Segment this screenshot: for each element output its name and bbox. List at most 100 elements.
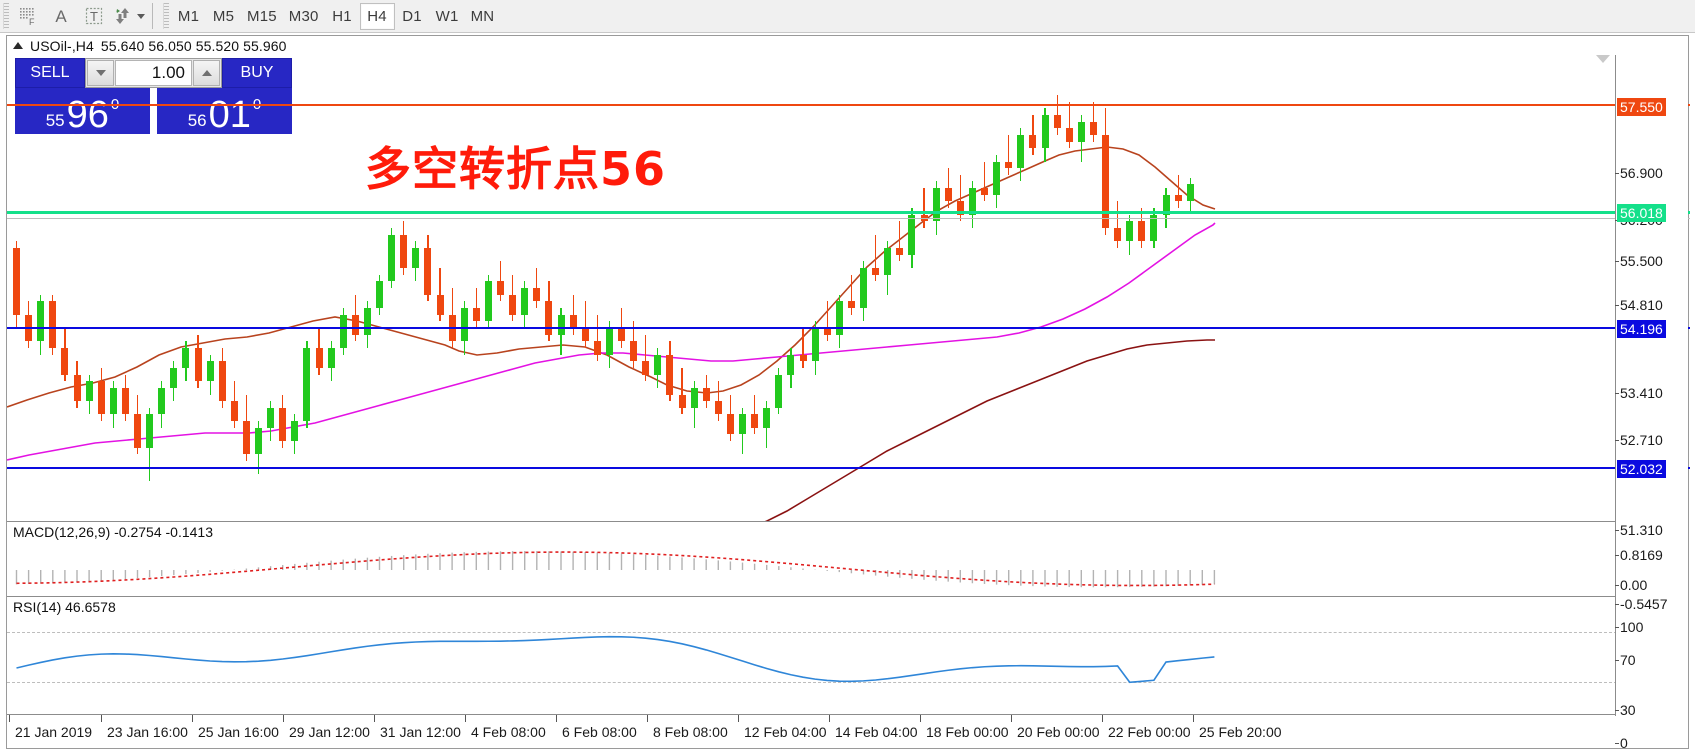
rsi-plot[interactable] (7, 597, 1617, 716)
volume-decrement-button[interactable] (87, 60, 114, 86)
candle-body (388, 234, 396, 282)
candle-body (194, 347, 202, 382)
one-click-trading-panel[interactable]: SELL 1.00 BUY 55 96 0 (15, 58, 292, 134)
candle-body (654, 354, 662, 375)
candle-body (666, 354, 674, 395)
candle-body (1126, 221, 1134, 242)
level-line-support-lower[interactable] (7, 467, 1690, 469)
chart-scroll-indicator-icon[interactable] (1596, 55, 1610, 63)
candle-body (726, 414, 734, 435)
text-box-t-icon[interactable]: T (77, 1, 110, 32)
chevron-down-icon (95, 70, 106, 76)
price-badge-support-lower: 52.032 (1617, 460, 1666, 478)
candle-body (872, 268, 880, 275)
time-tick: 21 Jan 2019 (8, 715, 93, 740)
arrows-shapes-icon[interactable] (110, 1, 136, 32)
candle-body (351, 314, 359, 335)
candle-body (799, 354, 807, 362)
sell-price-fraction: 0 (109, 97, 119, 132)
rsi-level-70 (7, 632, 1617, 633)
timeframe-h1[interactable]: H1 (332, 7, 352, 25)
buy-price-display[interactable]: 56 01 0 (157, 88, 292, 134)
candle-body (182, 347, 190, 368)
candle-body (569, 314, 577, 328)
price-pane[interactable]: 多空转折点56 (7, 55, 1690, 521)
shapes-dropdown-caret-icon[interactable] (137, 13, 145, 19)
candle-body (1162, 194, 1170, 215)
level-line-current-price[interactable] (7, 211, 1690, 214)
candle-body (763, 407, 771, 428)
macd-plot[interactable] (7, 522, 1617, 596)
volume-stepper[interactable]: 1.00 (85, 58, 222, 88)
candle-body (363, 307, 371, 335)
timeframe-grip[interactable] (163, 3, 169, 29)
time-tick: 4 Feb 08:00 (465, 715, 546, 740)
price-badge-resistance: 57.550 (1617, 98, 1666, 116)
candle-wick (923, 188, 925, 229)
rsi-label: RSI(14) 46.6578 (13, 599, 116, 615)
candle-wick (1008, 134, 1010, 175)
candle-body (642, 361, 650, 375)
candle-wick (1117, 201, 1119, 249)
time-scale[interactable]: 21 Jan 2019 23 Jan 16:00 25 Jan 16:00 29… (7, 714, 1617, 748)
candle-wick (802, 327, 804, 368)
price-tick: 54.810 (1615, 297, 1663, 313)
rsi-chart (16, 635, 1215, 684)
timeframe-d1[interactable]: D1 (402, 7, 422, 25)
candle-body (303, 347, 311, 422)
level-line-resistance[interactable] (7, 104, 1690, 106)
rsi-tick: 0 (1615, 735, 1628, 751)
time-tick: 18 Feb 00:00 (920, 715, 1009, 740)
timeframe-m5[interactable]: M5 (212, 7, 235, 25)
rsi-tick: 100 (1614, 619, 1644, 635)
candle-body (896, 248, 904, 255)
candle-body (751, 414, 759, 428)
level-line-bid (7, 218, 1690, 219)
chart-annotation-text[interactable]: 多空转折点56 (365, 142, 667, 196)
candle-body (884, 248, 892, 275)
symbol-label: USOil-,H4 (30, 37, 94, 54)
macd-tick: 0.8169 (1615, 547, 1663, 563)
timeframe-w1[interactable]: W1 (435, 7, 459, 25)
macd-pane[interactable]: MACD(12,26,9) -0.2754 -0.1413 (7, 521, 1688, 596)
candle-body (1053, 114, 1061, 129)
candle-body (267, 407, 275, 428)
one-click-price-row: 55 96 0 56 01 0 (15, 88, 292, 134)
candle-body (593, 341, 601, 355)
candle-wick (1068, 101, 1070, 149)
volume-increment-button[interactable] (193, 60, 220, 86)
rsi-level-30 (7, 682, 1617, 683)
quote-header: USOil-,H4 55.640 56.050 55.520 55.960 (7, 36, 1688, 55)
candle-body (497, 281, 504, 295)
price-scale[interactable]: 56.900 56.200 55.500 54.810 53.410 52.71… (1614, 55, 1688, 751)
candle-body (460, 307, 468, 342)
sell-price-prefix: 55 (45, 111, 65, 130)
candle-body (581, 327, 589, 342)
text-label-a-icon[interactable]: A (44, 1, 77, 32)
candle-body (1041, 114, 1049, 149)
level-line-support-upper[interactable] (7, 327, 1690, 329)
macd-tick: 0.00 (1614, 577, 1648, 593)
timeframe-m1[interactable]: M1 (177, 7, 200, 25)
timeframe-m30[interactable]: M30 (288, 7, 319, 25)
buy-button[interactable]: BUY (222, 58, 292, 88)
candle-body (109, 387, 117, 415)
time-tick: 20 Feb 00:00 (1011, 715, 1100, 740)
timeframe-mn[interactable]: MN (470, 7, 495, 25)
time-tick: 12 Feb 04:00 (738, 715, 827, 740)
volume-input[interactable]: 1.00 (115, 60, 192, 86)
candle-body (49, 301, 57, 348)
candle-body (860, 268, 867, 308)
sell-button[interactable]: SELL (15, 58, 85, 88)
timeframe-m15[interactable]: M15 (247, 7, 277, 25)
timeframe-h4[interactable]: H4 (359, 2, 395, 30)
crosshair-f-icon[interactable]: F (11, 1, 44, 32)
candle-body (291, 421, 299, 442)
candle-body (521, 288, 529, 315)
candle-body (557, 314, 565, 335)
sell-price-display[interactable]: 55 96 0 (15, 88, 150, 134)
collapse-triangle-icon[interactable] (13, 42, 23, 49)
price-badge-support-upper: 54.196 (1617, 320, 1666, 338)
toolbar-grip[interactable] (3, 3, 9, 29)
rsi-pane[interactable]: RSI(14) 46.6578 (7, 596, 1688, 716)
